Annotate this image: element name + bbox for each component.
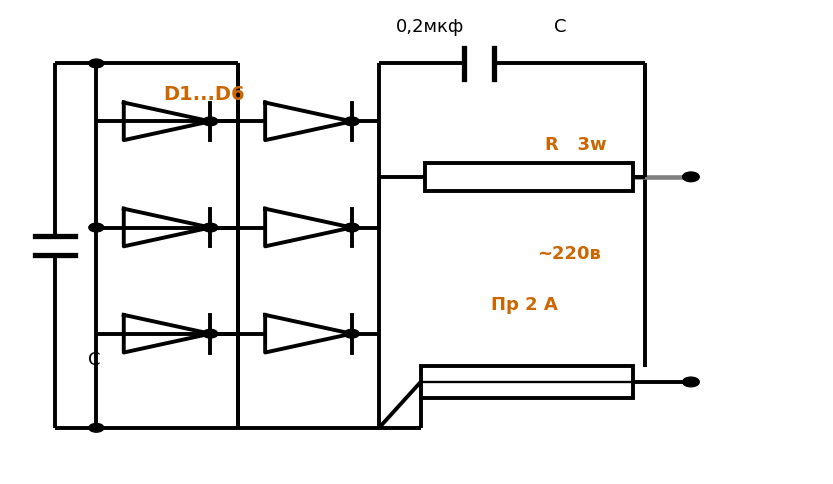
- Text: R   3w: R 3w: [546, 136, 607, 154]
- Circle shape: [202, 117, 217, 126]
- Circle shape: [682, 172, 699, 182]
- Circle shape: [89, 59, 104, 68]
- Bar: [425, 163, 633, 191]
- Text: Пр 2 А: Пр 2 А: [491, 296, 558, 314]
- Circle shape: [89, 223, 104, 232]
- Circle shape: [202, 223, 217, 232]
- Circle shape: [682, 377, 699, 387]
- Circle shape: [89, 424, 104, 432]
- Text: С: С: [88, 351, 101, 369]
- Circle shape: [202, 329, 217, 338]
- Text: D1...D6: D1...D6: [163, 85, 244, 105]
- Circle shape: [344, 117, 359, 126]
- Text: C: C: [554, 18, 566, 36]
- Circle shape: [344, 329, 359, 338]
- Text: ~220в: ~220в: [537, 245, 601, 263]
- Bar: [421, 366, 633, 398]
- Circle shape: [344, 223, 359, 232]
- Text: 0,2мкф: 0,2мкф: [396, 18, 464, 36]
